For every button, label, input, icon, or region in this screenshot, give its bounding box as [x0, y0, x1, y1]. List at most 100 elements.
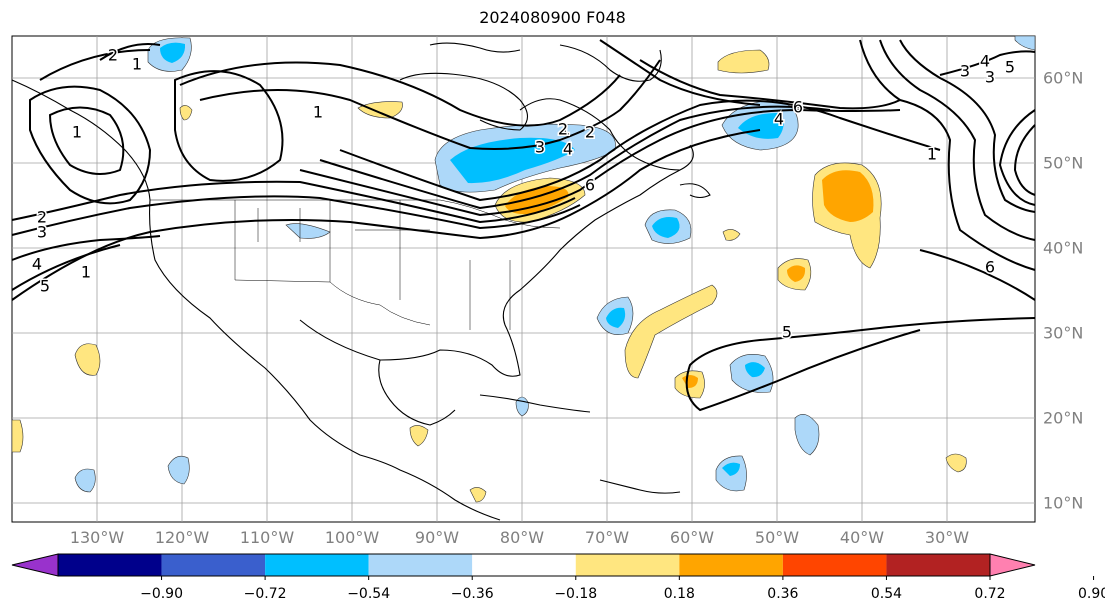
anomaly-negative-atlantic-5 — [794, 413, 820, 456]
longitude-label: 130°W — [69, 528, 125, 547]
colorbar-tick-label: −0.36 — [450, 586, 494, 602]
contour-label: 4 — [980, 52, 990, 71]
contour-pacific-loop — [29, 85, 152, 205]
anomaly-positive-pacific — [74, 343, 101, 376]
longitude-label: 70°W — [584, 528, 630, 547]
contour-label: 2 — [108, 46, 118, 65]
anomaly-positive-atlantic-2 — [624, 284, 718, 379]
anomaly-positive-small-3 — [469, 487, 487, 503]
contour-label: 4 — [563, 140, 573, 159]
anomaly-positive-canada — [357, 101, 403, 119]
colorbar-tick-label: 0.18 — [663, 586, 695, 602]
colorbar-tick-label: 0.54 — [870, 586, 903, 602]
contour-label: 6 — [985, 258, 995, 277]
contour-label: 5 — [1005, 58, 1015, 77]
contour-east-ridge-1 — [998, 109, 1036, 206]
colorbar-tick-label: −0.54 — [347, 586, 391, 602]
anomaly-negative-ne-corner — [1014, 35, 1036, 51]
anomaly-positive-small-2 — [179, 105, 193, 121]
colorbar-bin — [472, 554, 576, 576]
contour-label: 1 — [132, 55, 142, 74]
latitude-label: 50°N — [1043, 153, 1084, 173]
anomaly-positive-north-atlantic — [717, 49, 770, 74]
anomaly-positive-central-america — [409, 425, 429, 447]
colorbar-outline — [57, 553, 991, 577]
anomaly-positive-mid-atlantic-core — [822, 170, 874, 222]
anomaly-positive-east-atlantic — [945, 453, 967, 473]
contour-label: 6 — [585, 176, 595, 195]
contour-label: 3 — [960, 62, 970, 81]
contour-east-trough-2 — [879, 39, 1036, 241]
contour-label: 1 — [927, 145, 937, 164]
colorbar-tick-label: −0.18 — [554, 586, 598, 602]
contour-label: 6 — [793, 98, 803, 117]
contour-bc — [174, 70, 284, 182]
latitude-label: 20°N — [1043, 408, 1084, 428]
anomaly-positive-atlantic-1-core — [787, 265, 806, 282]
contour-label: 5 — [40, 277, 50, 296]
contour-1-west — [11, 129, 761, 301]
contour-pacific-lower — [11, 235, 161, 291]
colorbar-bin — [782, 554, 887, 576]
latitude-label: 60°N — [1043, 68, 1084, 88]
contour-ne-upper — [599, 39, 761, 106]
map-frame — [11, 35, 1036, 523]
map-title: 2024080900 F048 — [479, 8, 626, 27]
anomaly-negative-atlantic-2-core — [606, 307, 626, 328]
colorbar-bin — [265, 554, 369, 576]
contour-label: 1 — [72, 123, 82, 142]
contour-upper-1 — [199, 59, 661, 150]
colorbar-bin — [58, 554, 162, 576]
longitude-label: 30°W — [924, 528, 970, 547]
contour-east-ridge-3 — [939, 50, 1036, 76]
colorbar-bin — [575, 554, 680, 576]
colorbar-extend-high — [989, 553, 1036, 577]
colorbar-tick-label: −0.90 — [140, 586, 183, 602]
contour-5 — [319, 105, 831, 210]
anomaly-negative-atlantic-3-core — [745, 362, 765, 378]
anomaly-negative-gulf-alaska-core — [160, 42, 186, 63]
contour-label: 2 — [558, 120, 568, 139]
contour-east-trough-1 — [859, 39, 1036, 271]
colorbar-tick-label: 0.36 — [767, 586, 799, 602]
contour-1-atlantic — [685, 317, 1036, 412]
contour-label: 3 — [985, 68, 995, 87]
longitude-label: 110°W — [239, 528, 295, 547]
contour-6 — [339, 99, 941, 202]
colorbar-tick-label: −0.72 — [243, 586, 287, 602]
colorbar-bin — [368, 554, 473, 576]
contour-label: 4 — [32, 255, 42, 274]
latitude-label: 30°N — [1043, 323, 1084, 343]
contour-label: 2 — [37, 208, 47, 227]
contour-east-trough-3 — [899, 39, 1036, 213]
contour-label: 2 — [585, 123, 595, 142]
contour-newfoundland — [639, 59, 901, 110]
anomaly-negative-atlantic-4-core — [722, 462, 740, 476]
contour-4 — [299, 108, 901, 217]
colorbar-tick-label: 0.72 — [974, 586, 1006, 602]
contour-east-ridge-2 — [1013, 124, 1036, 196]
contour-label: 1 — [81, 263, 91, 282]
colorbar — [11, 553, 1095, 580]
contour-lines — [11, 39, 1036, 412]
anomaly-positive-pacific-west — [11, 419, 24, 453]
contour-label: 3 — [535, 138, 545, 157]
contour-pacific-inner — [48, 106, 125, 175]
coastlines — [11, 42, 711, 521]
colorbar-tick-label: 0.90 — [1077, 586, 1105, 602]
longitude-label: 100°W — [324, 528, 380, 547]
longitude-label: 40°W — [839, 528, 885, 547]
contour-label: 1 — [313, 103, 323, 122]
latitude-label: 10°N — [1043, 493, 1084, 513]
longitude-label: 120°W — [154, 528, 210, 547]
contour-alaska — [39, 43, 161, 81]
contour-label: 3 — [37, 223, 47, 242]
anomaly-negative-atlantic-1-core — [652, 217, 680, 238]
longitude-label: 50°W — [754, 528, 800, 547]
contour-east-lower — [919, 249, 1036, 301]
colorbar-bin — [161, 554, 266, 576]
longitude-label: 90°W — [414, 528, 460, 547]
anomaly-negative-pacific-2 — [167, 455, 190, 485]
